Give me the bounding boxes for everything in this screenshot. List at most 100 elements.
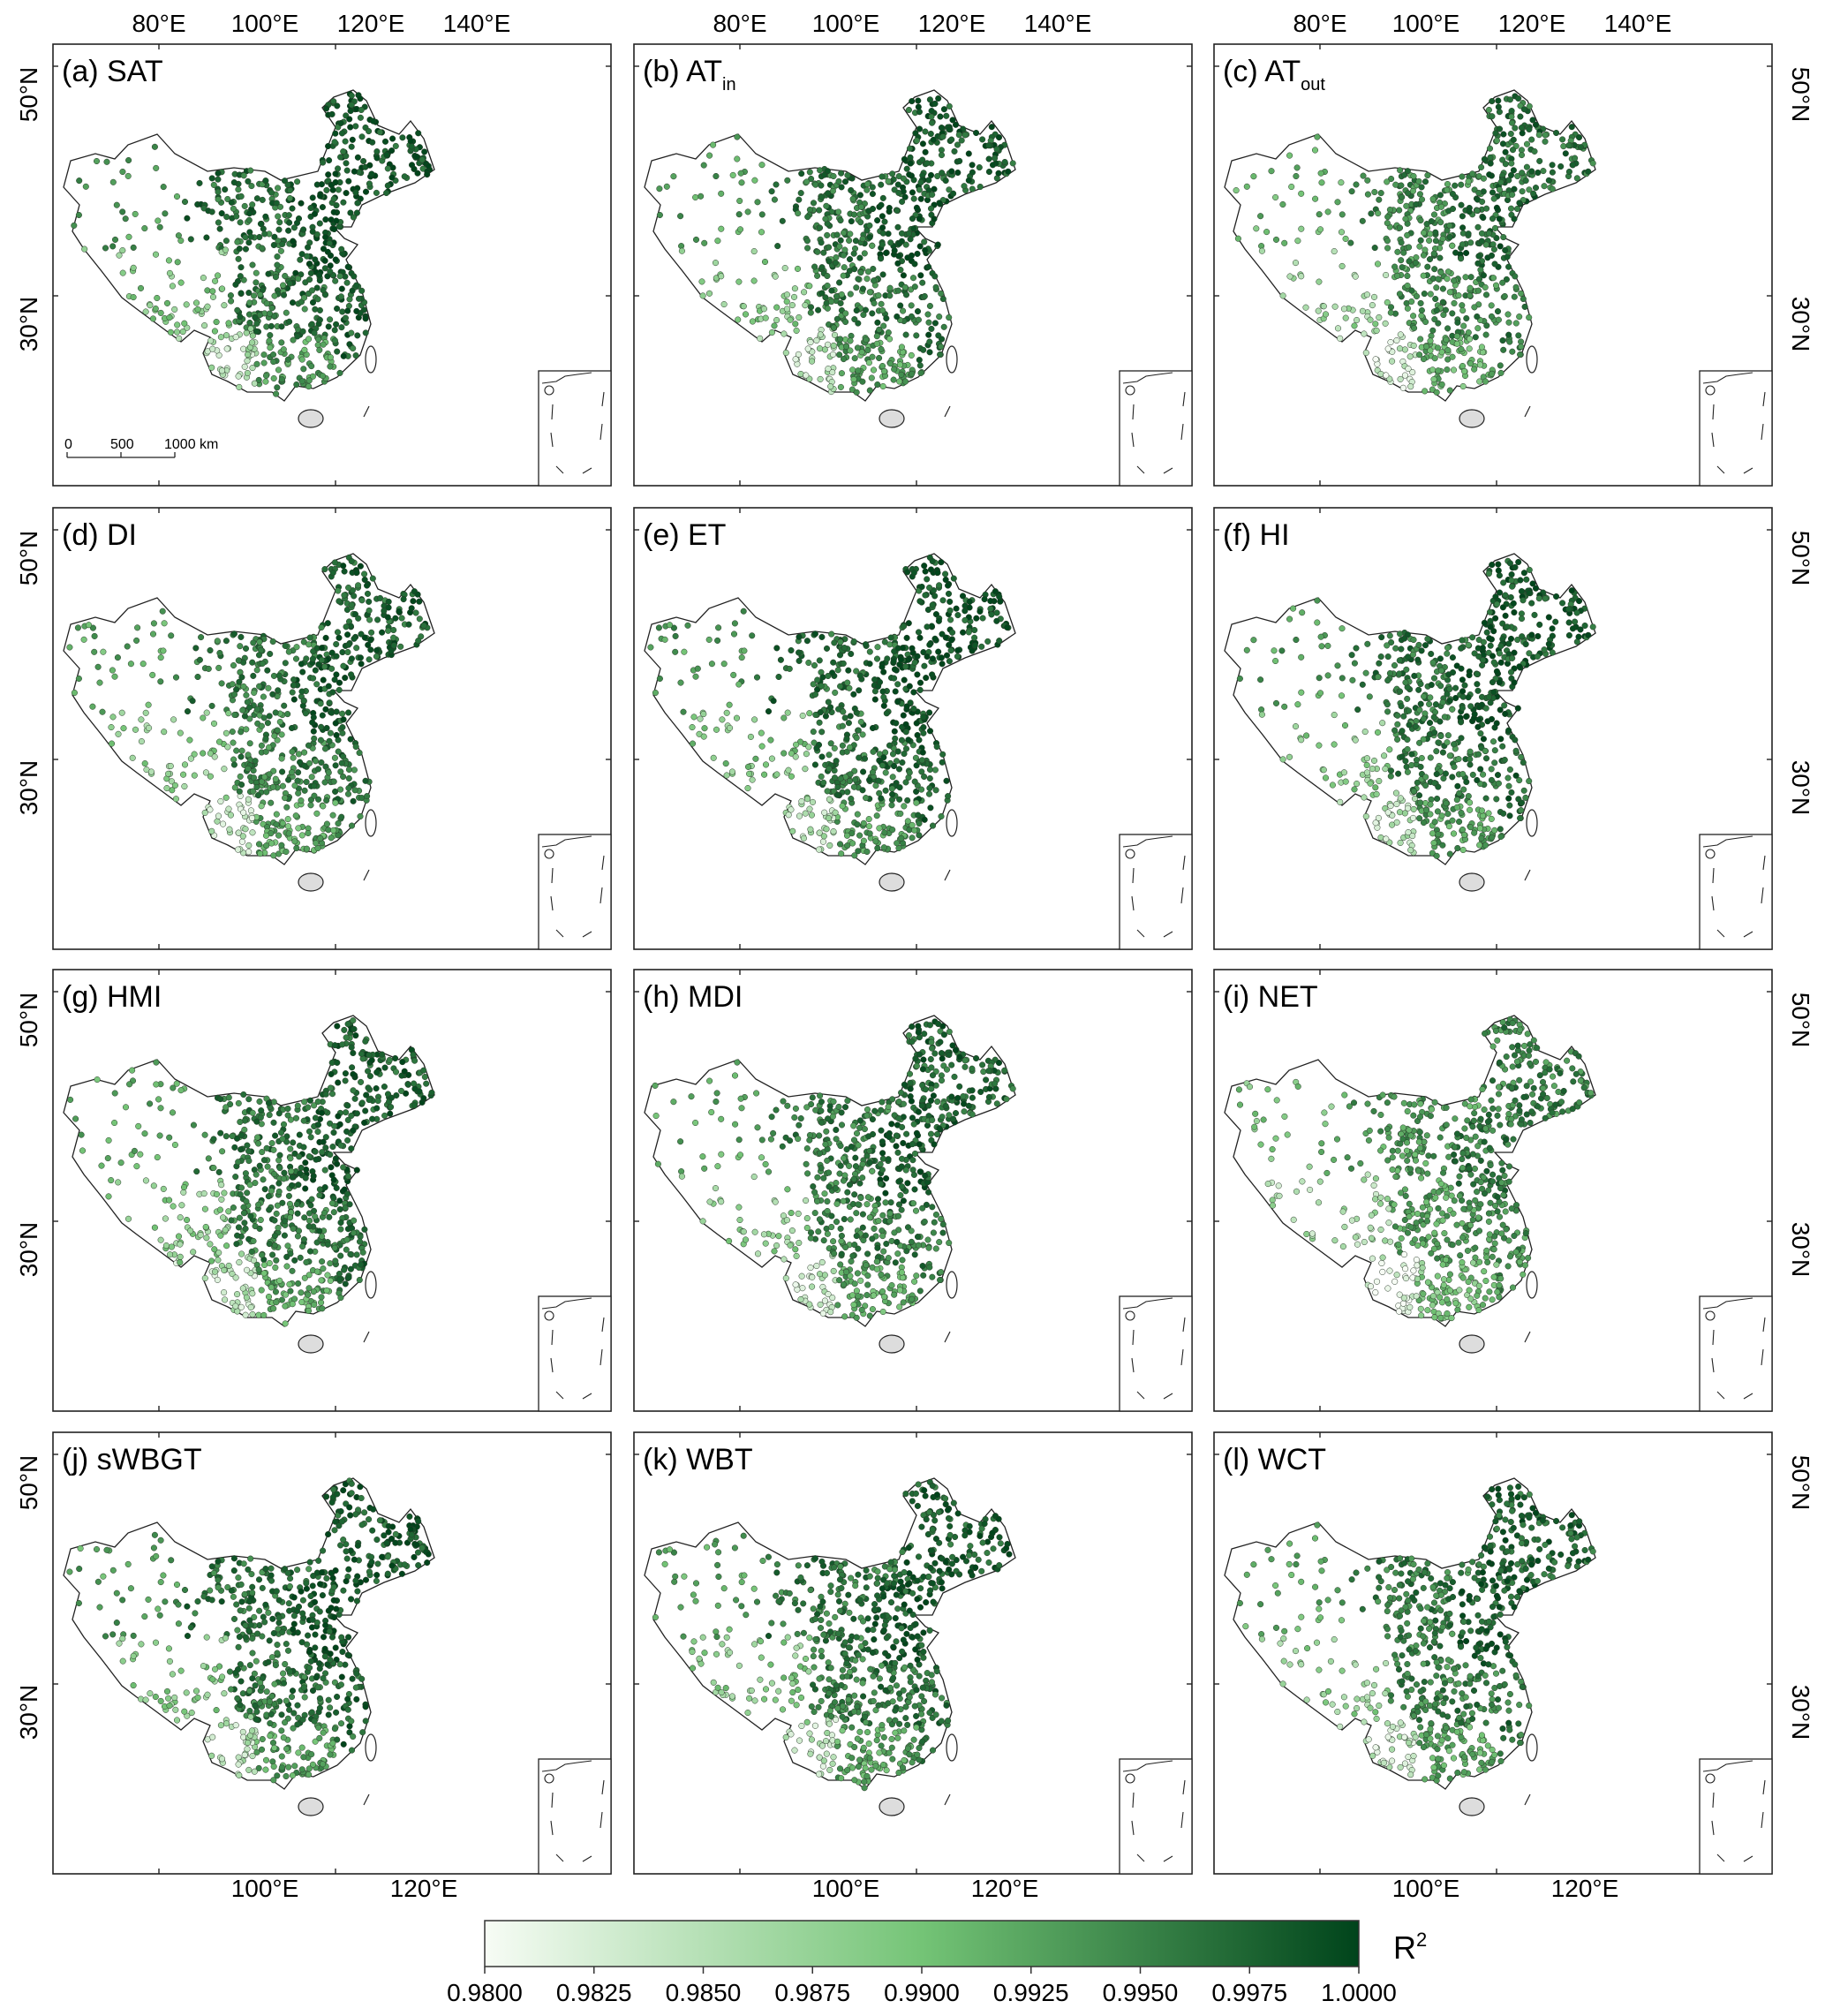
station-point bbox=[1499, 743, 1506, 750]
station-point bbox=[1397, 375, 1404, 382]
station-point bbox=[973, 129, 980, 137]
station-point bbox=[75, 211, 82, 219]
station-point bbox=[1316, 742, 1323, 749]
station-point bbox=[728, 768, 735, 775]
station-point bbox=[1316, 278, 1323, 285]
station-point bbox=[1384, 245, 1391, 252]
station-point bbox=[1337, 335, 1344, 342]
station-point bbox=[119, 269, 126, 276]
station-point bbox=[274, 253, 281, 260]
station-point bbox=[1376, 660, 1383, 667]
station-point bbox=[379, 629, 386, 636]
station-point bbox=[1406, 707, 1413, 714]
station-point bbox=[1474, 751, 1482, 758]
station-point bbox=[896, 784, 903, 791]
station-point bbox=[738, 654, 745, 661]
station-point bbox=[343, 190, 350, 197]
station-point bbox=[988, 611, 995, 618]
station-point bbox=[325, 142, 332, 150]
station-point bbox=[836, 279, 843, 286]
station-point bbox=[315, 336, 322, 343]
station-point bbox=[332, 178, 339, 186]
station-point bbox=[1492, 130, 1499, 137]
station-point bbox=[1444, 650, 1451, 657]
station-point bbox=[1507, 205, 1515, 212]
station-point bbox=[290, 238, 297, 245]
station-point bbox=[894, 840, 901, 847]
station-point bbox=[921, 563, 928, 570]
station-point bbox=[869, 724, 877, 732]
station-point bbox=[381, 138, 389, 145]
station-point bbox=[819, 674, 826, 681]
station-point bbox=[714, 238, 721, 245]
station-point bbox=[262, 372, 270, 380]
station-point bbox=[1340, 306, 1347, 313]
station-point bbox=[714, 637, 721, 644]
station-point bbox=[894, 223, 901, 230]
station-point bbox=[1286, 273, 1293, 280]
station-point bbox=[245, 216, 253, 223]
station-point bbox=[737, 170, 744, 177]
station-point bbox=[1497, 659, 1504, 666]
station-point bbox=[1478, 693, 1486, 700]
station-point bbox=[209, 345, 216, 352]
station-point bbox=[1504, 311, 1512, 318]
station-point bbox=[1394, 248, 1401, 255]
station-point bbox=[926, 349, 933, 356]
station-point bbox=[908, 252, 916, 259]
station-point bbox=[338, 130, 346, 137]
station-point bbox=[349, 136, 356, 143]
station-point bbox=[202, 769, 209, 776]
station-point bbox=[223, 345, 230, 352]
station-point bbox=[938, 152, 946, 159]
station-point bbox=[327, 363, 334, 370]
station-point bbox=[926, 766, 933, 774]
station-point bbox=[1541, 183, 1548, 190]
station-point bbox=[1494, 772, 1502, 779]
station-point bbox=[232, 334, 239, 341]
station-point bbox=[965, 177, 972, 184]
station-point bbox=[863, 848, 871, 856]
station-point bbox=[854, 821, 861, 828]
station-point bbox=[1396, 657, 1403, 664]
station-point bbox=[1349, 676, 1356, 683]
station-point bbox=[874, 381, 881, 389]
inset-island bbox=[544, 385, 554, 396]
station-point bbox=[286, 280, 293, 287]
station-point bbox=[1413, 293, 1421, 300]
station-point bbox=[1535, 169, 1542, 177]
station-point bbox=[1535, 132, 1542, 139]
station-point bbox=[208, 208, 215, 215]
station-point bbox=[238, 633, 245, 640]
station-point bbox=[894, 287, 902, 294]
station-point bbox=[357, 654, 364, 661]
nine-dash-line bbox=[1136, 465, 1145, 474]
station-point bbox=[1422, 388, 1429, 395]
station-point bbox=[917, 272, 924, 279]
map-panel-d: (d) DI bbox=[52, 507, 612, 950]
station-point bbox=[1485, 693, 1492, 700]
station-point bbox=[842, 310, 849, 317]
station-point bbox=[80, 636, 87, 643]
station-point bbox=[978, 643, 985, 650]
station-point bbox=[863, 227, 871, 234]
station-point bbox=[1505, 331, 1512, 338]
station-point bbox=[122, 215, 129, 223]
station-point bbox=[392, 142, 399, 149]
station-point bbox=[925, 319, 932, 326]
station-point bbox=[1331, 303, 1339, 310]
station-point bbox=[694, 665, 701, 672]
station-point bbox=[931, 593, 939, 600]
station-point bbox=[1459, 382, 1467, 390]
station-point bbox=[134, 624, 141, 631]
station-point bbox=[917, 178, 924, 186]
station-point bbox=[1568, 587, 1575, 594]
station-point bbox=[1257, 676, 1264, 683]
station-point bbox=[208, 702, 215, 709]
station-point bbox=[250, 639, 257, 646]
station-point bbox=[353, 209, 360, 216]
station-point bbox=[781, 330, 788, 337]
station-point bbox=[192, 645, 200, 652]
station-point bbox=[907, 154, 914, 161]
station-point bbox=[833, 791, 841, 798]
